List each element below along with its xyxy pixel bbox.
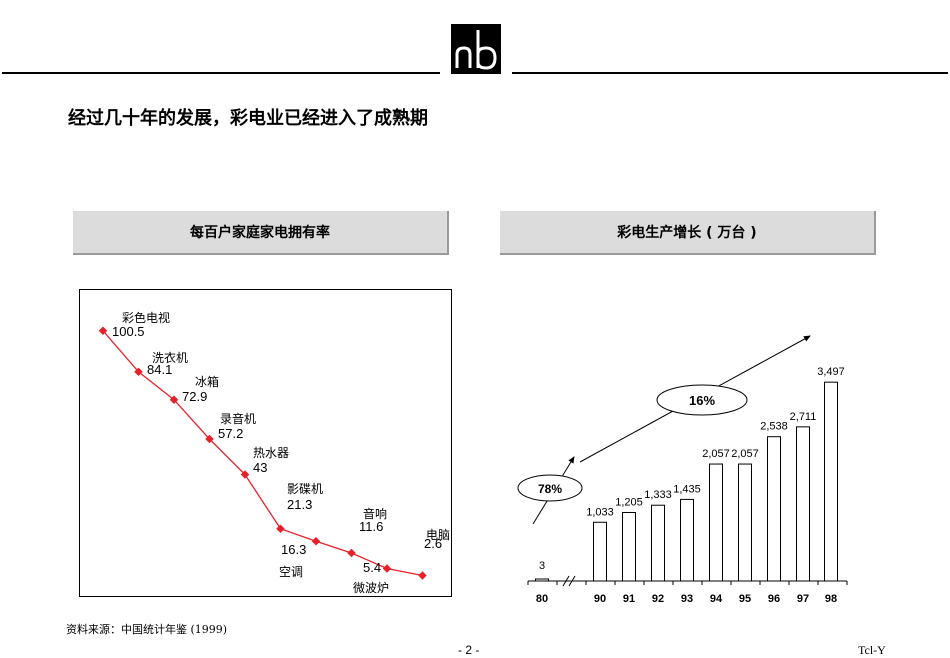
bar-value-label: 1,205 xyxy=(615,496,643,508)
ownership-chart-frame xyxy=(79,289,452,597)
bar-category-label: 80 xyxy=(536,593,548,605)
label-audio-value: 11.6 xyxy=(359,519,384,534)
left-panel-header-text: 每百户家庭家电拥有率 xyxy=(190,225,330,241)
bar-value-label: 3 xyxy=(539,560,545,572)
bar-category-label: 95 xyxy=(739,593,751,605)
left-panel-header: 每百户家庭家电拥有率 xyxy=(73,211,449,255)
label-audio-name: 音响 xyxy=(363,507,388,521)
label-ac-name: 空调 xyxy=(279,565,304,579)
label-pc-name: 电脑 xyxy=(426,528,451,542)
bar-category-label: 91 xyxy=(623,593,635,605)
label-recorder-name: 录音机 xyxy=(220,412,257,426)
bar-category-label: 93 xyxy=(681,593,693,605)
bar-value-label: 2,711 xyxy=(790,411,817,423)
label-tv-name: 彩色电视 xyxy=(122,311,171,325)
label-washer-value: 84.1 xyxy=(147,362,173,377)
footer-code: Tcl-Y xyxy=(858,643,886,657)
label-heater-value: 43 xyxy=(253,460,268,475)
label-washer-name: 洗衣机 xyxy=(152,351,189,365)
bar-value-label: 2,057 xyxy=(702,448,730,460)
right-panel-header: 彩电生产增长 ( 万台 ) xyxy=(500,211,876,255)
label-heater-name: 热水器 xyxy=(253,446,290,460)
label-pc-value: 2.6 xyxy=(424,536,443,551)
bar-category-label: 92 xyxy=(652,593,664,605)
growth-arrow-16 xyxy=(579,335,811,463)
axis-break-icon xyxy=(562,575,576,587)
production-bar xyxy=(709,463,723,582)
production-bar xyxy=(767,436,781,582)
growth-arrow-78 xyxy=(532,456,575,525)
label-fridge-name: 冰箱 xyxy=(195,375,220,389)
label-microwave-name: 微波炉 xyxy=(353,581,390,595)
production-bar xyxy=(680,498,694,582)
production-bar xyxy=(593,521,607,582)
annotation-78-text: 78% xyxy=(538,482,562,496)
bar-value-label: 1,033 xyxy=(586,506,614,518)
annotation-16-text: 16% xyxy=(689,393,715,408)
production-bar xyxy=(535,578,549,582)
label-microwave-value: 5.4 xyxy=(363,560,382,575)
production-bar xyxy=(824,381,838,582)
label-dvd-name: 影碟机 xyxy=(287,482,324,496)
production-bar xyxy=(796,426,810,582)
bar-category-label: 94 xyxy=(710,593,723,605)
label-ac-value: 16.3 xyxy=(281,542,307,557)
bar-value-label: 3,497 xyxy=(817,366,845,378)
bar-value-label: 2,057 xyxy=(731,448,759,460)
bar-category-label: 96 xyxy=(768,593,780,605)
bar-value-label: 2,538 xyxy=(760,421,788,433)
rb-logo xyxy=(451,24,501,74)
label-recorder-value: 57.2 xyxy=(218,426,244,441)
bar-category-label: 98 xyxy=(825,593,837,605)
page-number: - 2 - xyxy=(458,643,480,657)
production-bar xyxy=(738,463,752,582)
annotation-16-ellipse xyxy=(656,384,748,416)
label-fridge-value: 72.9 xyxy=(182,389,208,404)
bar-value-label: 1,333 xyxy=(644,489,672,501)
annotation-78-ellipse xyxy=(517,474,583,502)
page-title: 经过几十年的发展，彩电业已经进入了成熟期 xyxy=(68,108,428,129)
production-bar xyxy=(651,504,665,582)
header-rule-right xyxy=(512,72,948,74)
bar-value-label: 1,435 xyxy=(673,483,701,495)
bar-category-label: 97 xyxy=(797,593,809,605)
right-panel-header-text: 彩电生产增长 ( 万台 ) xyxy=(617,225,757,241)
header-rule-left xyxy=(2,72,440,74)
source-note: 资料来源：中国统计年鉴 (1999) xyxy=(66,623,228,636)
production-bar xyxy=(622,511,636,582)
bar-category-label: 90 xyxy=(594,593,606,605)
label-dvd-value: 21.3 xyxy=(287,497,313,512)
label-tv-value: 100.5 xyxy=(112,324,145,339)
